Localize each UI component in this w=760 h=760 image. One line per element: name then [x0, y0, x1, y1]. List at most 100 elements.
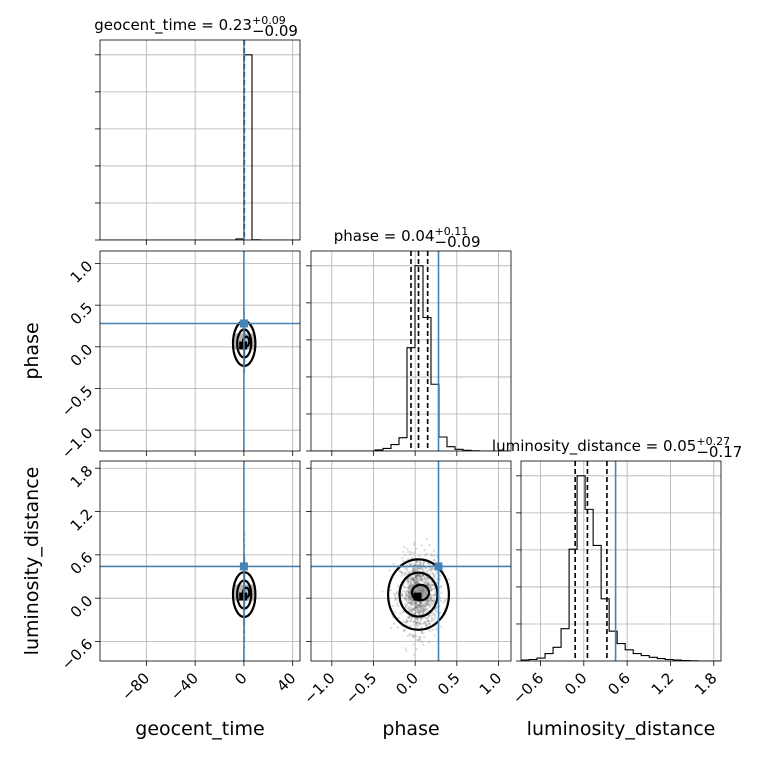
sample-point — [414, 610, 417, 613]
sample-point — [415, 573, 418, 576]
sample-point — [420, 617, 423, 620]
sample-point — [415, 547, 418, 550]
sample-point — [422, 601, 425, 604]
sample-point — [411, 577, 414, 580]
sample-point — [420, 610, 423, 613]
sample-point — [447, 578, 450, 581]
sample-point — [409, 618, 413, 622]
sample-point — [427, 604, 430, 607]
sample-point — [424, 566, 427, 570]
y-tick-label: 0.0 — [67, 340, 97, 370]
sample-point — [395, 590, 399, 594]
sample-point — [403, 585, 406, 589]
histogram-phase — [311, 265, 511, 451]
sample-point — [396, 585, 399, 588]
sample-point — [403, 628, 406, 632]
sample-point — [417, 567, 420, 570]
sample-point — [406, 595, 409, 598]
sample-point — [409, 610, 412, 613]
sample-point — [412, 579, 416, 582]
title-prefix: luminosity_distance = — [492, 437, 663, 456]
panel-frame — [99, 460, 301, 662]
sample-point — [432, 573, 436, 577]
sample-point — [426, 580, 429, 583]
sample-point — [421, 609, 424, 612]
sample-point — [418, 567, 422, 570]
sample-point — [392, 604, 395, 608]
sample-point — [419, 635, 422, 639]
sample-point — [413, 567, 416, 570]
sample-point — [407, 605, 410, 608]
sample-point — [418, 554, 421, 557]
sample-point — [421, 612, 424, 615]
sample-point — [419, 579, 422, 582]
title-minus: −0.17 — [696, 443, 742, 461]
title-plus: +0.11 — [435, 225, 469, 238]
sample-point — [416, 575, 419, 578]
sample-point — [407, 615, 410, 618]
sample-point — [432, 599, 435, 603]
sample-point — [421, 580, 424, 583]
sample-point — [418, 605, 421, 608]
sample-point — [422, 643, 425, 646]
sample-point — [428, 605, 431, 608]
sample-point — [408, 553, 412, 556]
title-geocent_time: geocent_time = 0.23+0.09 — [94, 14, 285, 35]
sample-point — [392, 622, 396, 625]
sample-point — [415, 606, 418, 609]
sample-point — [430, 593, 433, 597]
sample-point — [414, 603, 417, 606]
sample-point — [402, 559, 405, 562]
sample-point — [432, 597, 435, 601]
sample-point — [419, 562, 422, 565]
sample-point — [416, 638, 419, 642]
sample-point — [422, 622, 426, 625]
sample-point — [410, 619, 413, 622]
sample-point — [408, 633, 411, 636]
sample-point — [418, 601, 422, 604]
sample-point — [414, 601, 417, 604]
x-tick-label: 40 — [273, 669, 299, 695]
sample-point — [403, 590, 406, 593]
sample-point — [404, 598, 407, 601]
sample-point — [428, 568, 431, 571]
sample-point — [406, 567, 409, 570]
sample-point — [416, 622, 419, 625]
title-median: 0.04 — [401, 227, 434, 245]
sample-point — [427, 615, 430, 618]
sample-point — [398, 616, 401, 619]
sample-point — [424, 554, 427, 557]
sample-point — [430, 583, 433, 586]
sample-point — [423, 577, 426, 580]
x-tick-label: 0.0 — [561, 669, 591, 699]
sample-point — [414, 607, 417, 610]
sample-point — [406, 603, 409, 606]
sample-point — [421, 567, 424, 570]
y-tick-label: 0.0 — [67, 592, 97, 622]
sample-point — [429, 620, 433, 623]
sample-point — [400, 574, 403, 577]
sample-point — [432, 568, 435, 571]
sample-point — [434, 607, 437, 610]
sample-point — [423, 609, 426, 612]
sample-point — [417, 603, 420, 606]
sample-point — [394, 610, 397, 614]
sample-point — [400, 592, 403, 595]
contour-level-0 — [241, 586, 251, 599]
sample-point — [422, 610, 425, 613]
sample-point — [405, 592, 408, 595]
sample-point — [404, 605, 408, 608]
sample-point — [415, 576, 418, 579]
sample-point — [416, 611, 419, 614]
sample-point — [406, 619, 409, 622]
sample-point — [400, 594, 403, 597]
sample-point — [410, 569, 414, 573]
sample-point — [415, 625, 418, 629]
sample-point — [426, 577, 430, 580]
sample-point — [412, 607, 415, 610]
sample-point — [413, 605, 417, 608]
sample-point — [433, 554, 436, 557]
sample-point — [429, 595, 432, 598]
sample-point — [423, 577, 426, 580]
